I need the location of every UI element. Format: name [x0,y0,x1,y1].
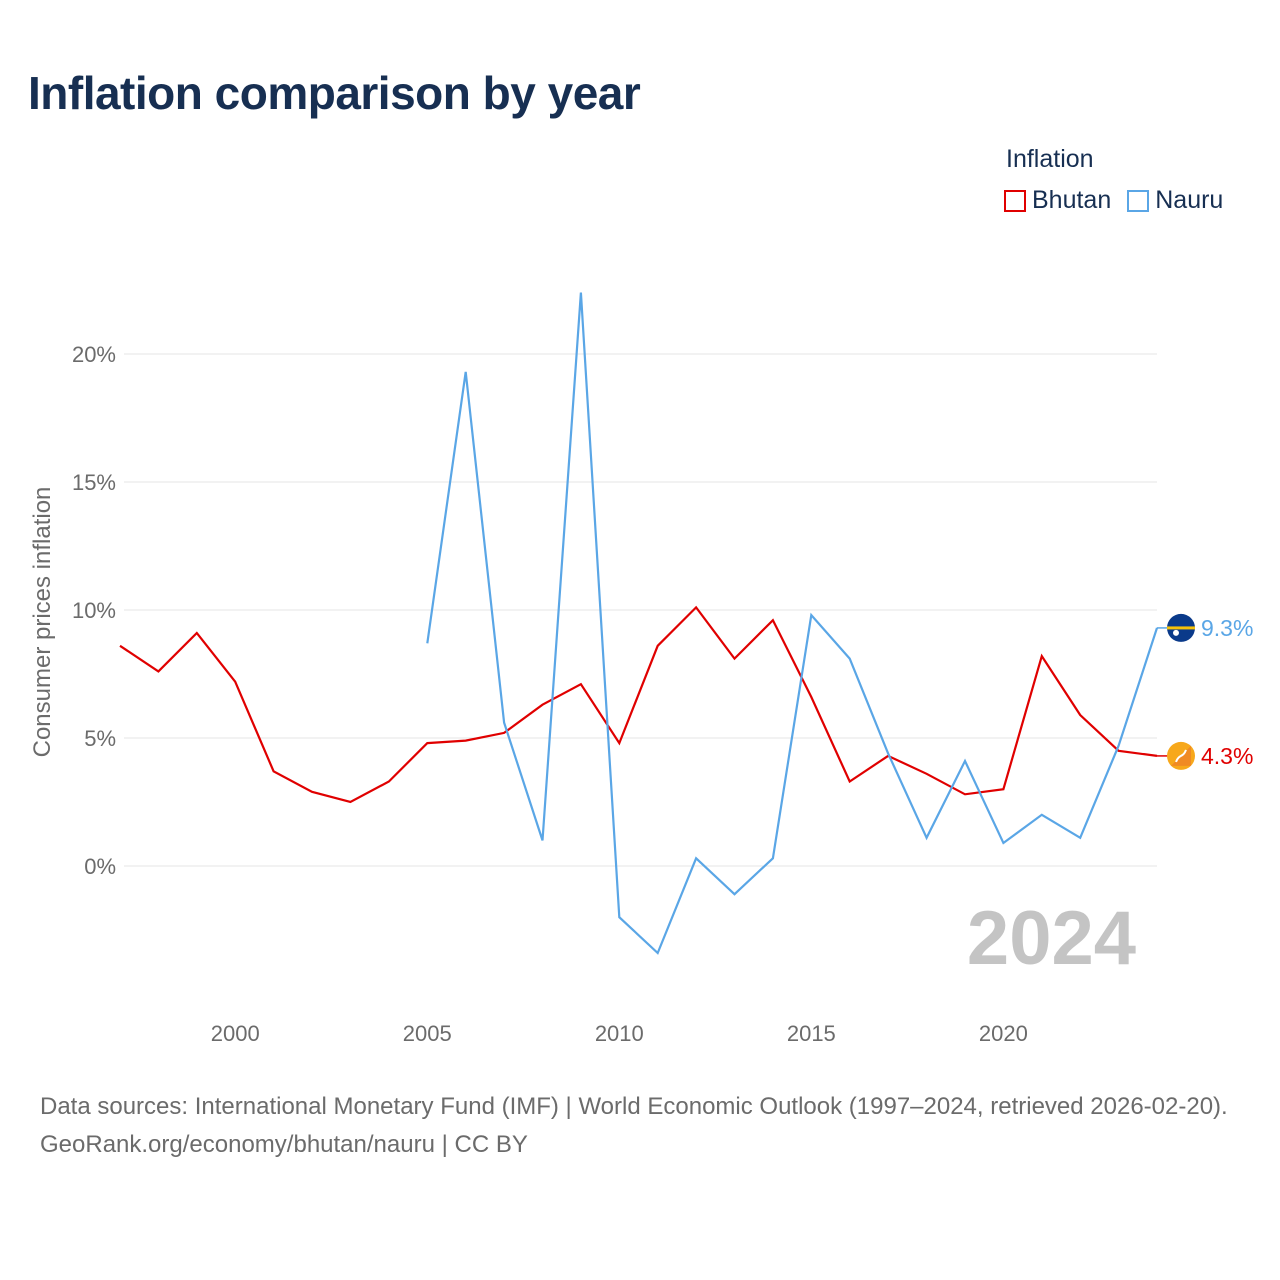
nauru-flag-icon [1167,613,1195,642]
series-end-markers: 4.3% 9.3% [1157,613,1253,770]
series-lines [119,292,1159,955]
end-value-label-nauru: 9.3% [1201,615,1253,641]
y-axis-label: Consumer prices inflation [29,487,56,758]
data-source-note: Data sources: International Monetary Fun… [40,1093,1228,1120]
y-tick-label: 10% [72,598,116,623]
legend-label-bhutan: Bhutan [1032,186,1112,214]
x-tick-label: 2005 [403,1021,452,1046]
bhutan-flag-icon [1167,741,1195,770]
x-tick-label: 2020 [979,1021,1028,1046]
legend: Bhutan Nauru [1004,186,1223,215]
footer: Data sources: International Monetary Fun… [40,1088,1250,1164]
legend-label-nauru: Nauru [1155,186,1224,214]
credit-link[interactable]: GeoRank.org/economy/bhutan/nauru | CC BY [40,1131,528,1158]
chart-title: Inflation comparison by year [28,67,641,119]
legend-swatch-nauru [1127,189,1150,212]
legend-swatch-bhutan [1004,189,1026,212]
grid-lines [124,353,1157,867]
legend-item-bhutan[interactable]: Bhutan [1004,186,1111,215]
legend-item-nauru[interactable]: Nauru [1127,186,1223,215]
legend-title: Inflation [1006,145,1094,173]
y-tick-label: 20% [72,342,116,367]
y-tick-label: 0% [84,854,116,879]
x-axis-ticks: 2000 2005 2010 2015 2020 [211,1021,1028,1046]
y-tick-label: 5% [84,726,116,751]
series-line-bhutan[interactable] [119,605,1158,804]
y-tick-label: 15% [72,470,116,495]
end-value-label-bhutan: 4.3% [1201,743,1253,769]
y-axis-ticks: 0% 5% 10% 15% 20% [72,342,116,879]
line-chart: 0% 5% 10% 15% 20% 2000 2005 2010 2015 2020 Consu… [29,292,1253,1046]
x-tick-label: 2010 [595,1021,644,1046]
x-tick-label: 2015 [787,1021,836,1046]
x-tick-label: 2000 [211,1021,260,1046]
year-watermark: 2024 [967,896,1136,981]
series-line-nauru[interactable] [426,292,1159,955]
